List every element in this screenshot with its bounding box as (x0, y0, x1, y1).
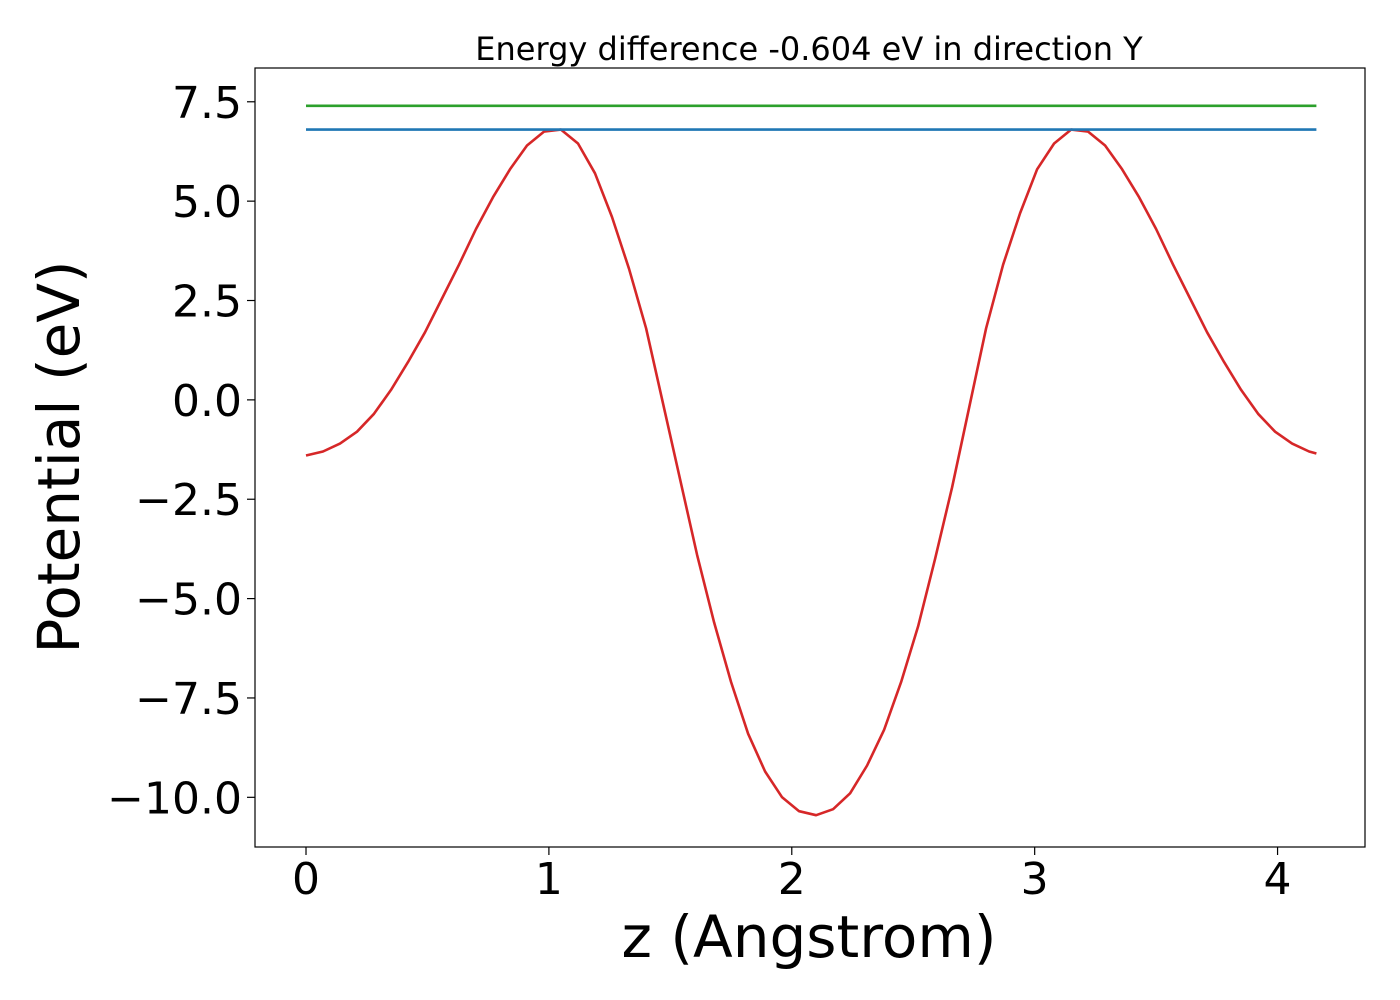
x-axis: 0 1 2 3 4 (292, 847, 1292, 905)
y-axis-label: Potential (eV) (25, 260, 93, 653)
y-tick-label: 0.0 (172, 376, 242, 427)
y-tick-label: 5.0 (172, 177, 242, 228)
series-line-0 (305, 128, 1317, 817)
x-tick-label: 0 (292, 854, 320, 905)
series-layer (305, 104, 1317, 817)
y-tick-label: −7.5 (135, 674, 242, 725)
y-tick-label: 2.5 (172, 277, 242, 328)
x-tick-label: 4 (1264, 854, 1292, 905)
y-axis: 7.5 5.0 2.5 0.0 −2.5 −5.0 −7.5 −10.0 (107, 78, 255, 824)
plot-frame (254, 67, 1366, 848)
y-tick-label: −2.5 (135, 475, 242, 526)
y-tick-label: −5.0 (135, 575, 242, 626)
chart-title: Energy difference -0.604 eV in direction… (475, 30, 1143, 68)
x-tick-label: 2 (778, 854, 806, 905)
y-tick-label: 7.5 (172, 78, 242, 129)
x-tick-label: 1 (535, 854, 563, 905)
y-tick-label: −10.0 (107, 773, 242, 824)
x-tick-label: 3 (1021, 854, 1049, 905)
x-axis-label: z (Angstrom) (622, 903, 997, 971)
